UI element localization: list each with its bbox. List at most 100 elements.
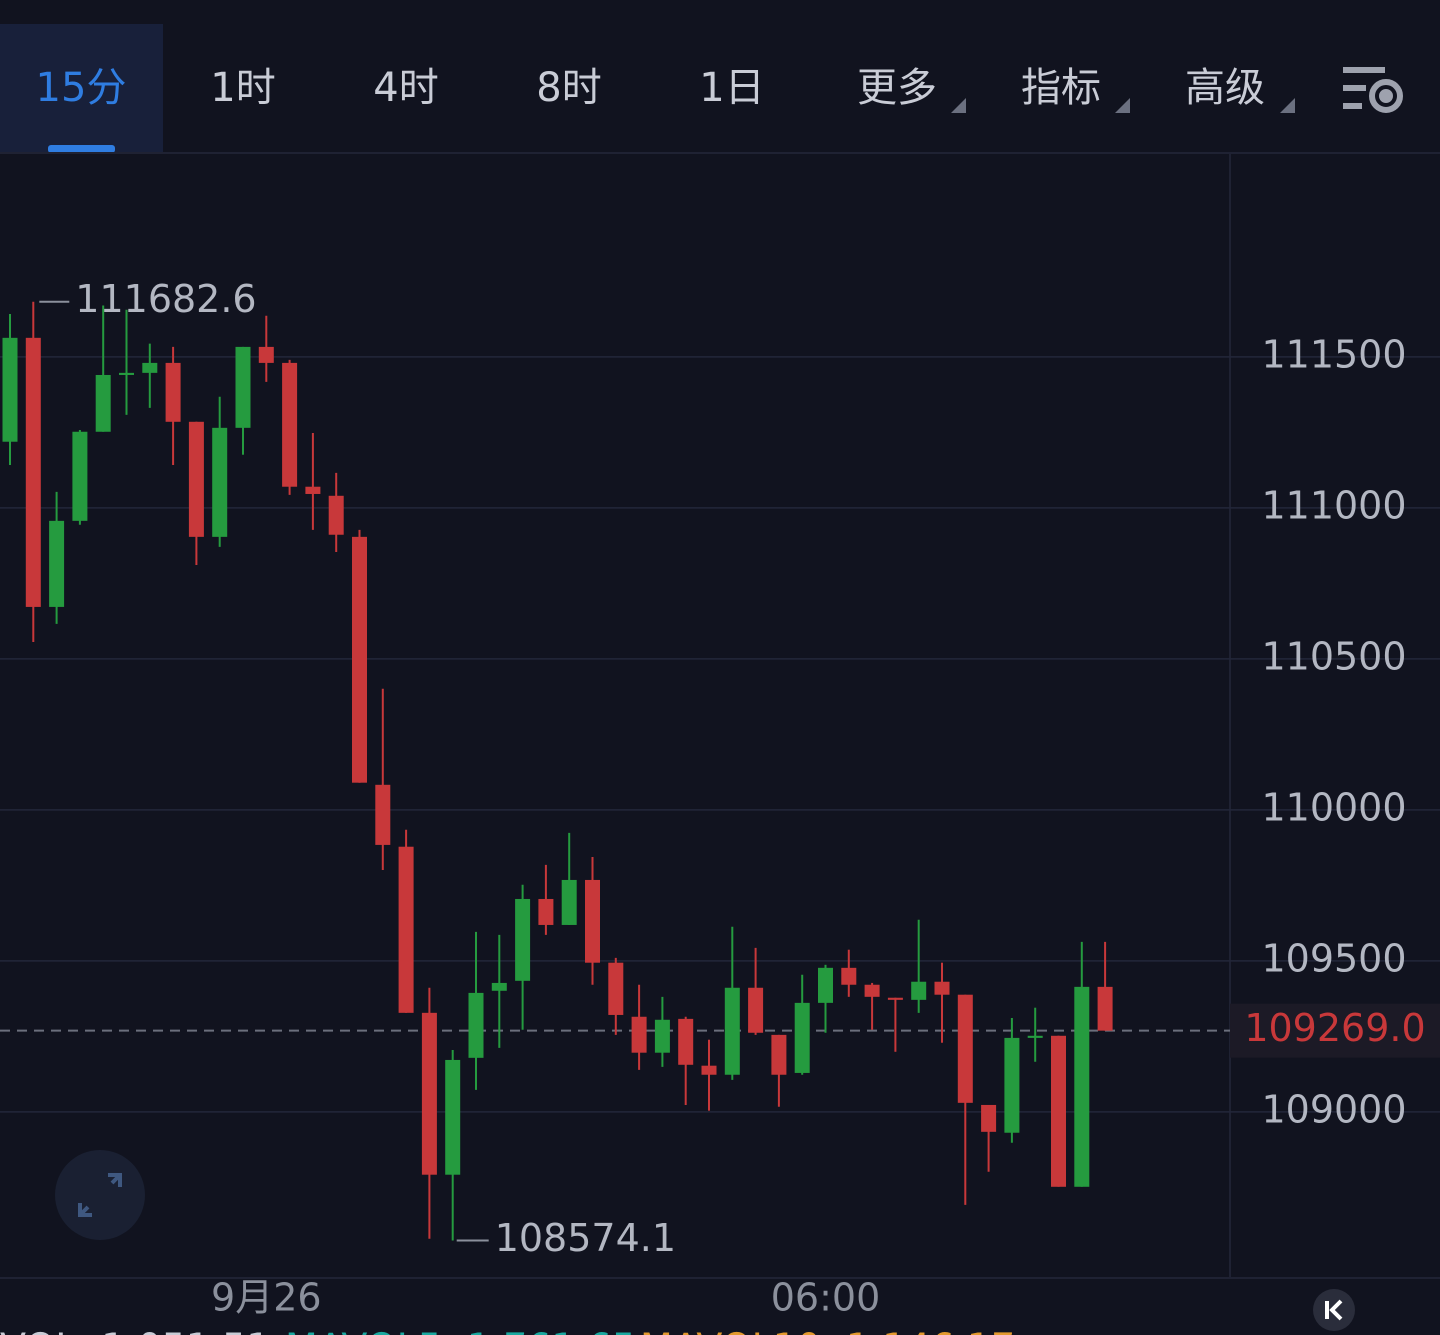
candle-body [887,997,903,1000]
expand-button[interactable] [55,1150,145,1240]
candle-body [748,987,764,1033]
candle [515,884,531,1030]
settings-icon[interactable] [1343,67,1403,113]
candle [771,1034,787,1107]
candle [981,1104,997,1172]
candle [491,934,507,1048]
candle [235,346,251,455]
candle [282,359,298,495]
x-tick-label: 06:00 [771,1276,881,1320]
candle-body [1097,986,1113,1031]
candle-body [468,992,484,1058]
price-label-bg [1230,1003,1440,1058]
timeframe-tab[interactable]: 指标 [1021,65,1101,111]
candle-body [864,984,880,997]
candle-body [631,1016,647,1053]
candle [1004,1017,1020,1143]
candle [934,962,950,1043]
candle-body [188,421,204,537]
candle-body [49,520,65,607]
candle [165,346,181,465]
candle-body [561,879,577,925]
candle [212,396,228,547]
candle-body [352,536,367,783]
active-tab-underline [48,145,115,153]
timeframe-tab[interactable]: 更多 [857,65,937,111]
candle [538,864,554,935]
candle [864,982,880,1030]
candle [305,432,321,530]
candle-body [1027,1035,1043,1038]
candle [585,856,600,985]
candle-body [398,846,414,1013]
candle [142,343,158,408]
dropdown-marks [951,98,1295,113]
dropdown-mark [951,98,966,113]
candle [188,421,204,565]
y-tick-label: 109000 [1261,1087,1406,1131]
candle-body [165,362,181,422]
candle [818,964,833,1033]
candle-body [375,784,391,845]
timeframe-tab[interactable]: 高级 [1185,65,1265,111]
candle [701,1039,717,1111]
timeframe-tab[interactable]: 4时 [373,65,438,111]
candle [678,1016,694,1105]
scroll-back-button[interactable] [1313,1289,1355,1331]
candle-body [142,362,158,373]
candle-body [258,346,274,363]
y-tick-label: 110500 [1261,634,1406,678]
y-tick-label: 111000 [1261,483,1406,527]
x-tick-label: 9月26 [211,1276,322,1320]
candle [631,984,647,1070]
candle-body [235,346,251,428]
active-tab-bg [0,24,163,153]
candle [841,949,857,997]
candle [1097,941,1113,1031]
candle-body [818,967,833,1003]
candle-body [538,898,554,925]
candle-body [421,1012,437,1175]
candle-body [445,1059,461,1175]
candle [911,919,927,1013]
volume-legend: MAVOL5: 1,761.65 [285,1326,636,1335]
candle-body [701,1065,717,1075]
expand-icon [78,1173,122,1217]
timeframe-tab[interactable]: 8时 [536,65,601,111]
timeframe-tab[interactable]: 1时 [210,65,275,111]
candle-body [911,981,927,1000]
candle [25,301,41,642]
candle-body [25,337,41,607]
candle-body [305,486,321,494]
candle [95,305,111,432]
candle [1074,941,1090,1187]
candle [608,957,624,1035]
candle-body [491,982,507,991]
candle-body [95,374,111,432]
icon-gear-center [1379,89,1393,103]
candle [421,987,437,1239]
candle-body [282,362,298,487]
candle-body [2,337,18,442]
candle [887,997,903,1052]
candle [724,926,740,1080]
candle [445,1049,461,1241]
candle [72,429,88,525]
candle [49,491,65,624]
dropdown-mark [1115,98,1130,113]
dropdown-mark [1280,98,1295,113]
timeframe-tab[interactable]: 1日 [699,65,764,111]
candle-body [981,1104,997,1132]
icon-gear [1369,79,1403,113]
scroll-back-icon [1325,1299,1343,1321]
candle-body [934,981,950,995]
candle [119,309,134,415]
candle-body [1074,986,1090,1187]
timeframe-tab[interactable]: 15分 [36,65,127,111]
candle-body [678,1018,694,1065]
price-label: 109269.0 [1244,1006,1425,1050]
y-tick-label: 111500 [1261,332,1406,376]
candle [2,313,18,465]
candle-body [1051,1035,1066,1187]
